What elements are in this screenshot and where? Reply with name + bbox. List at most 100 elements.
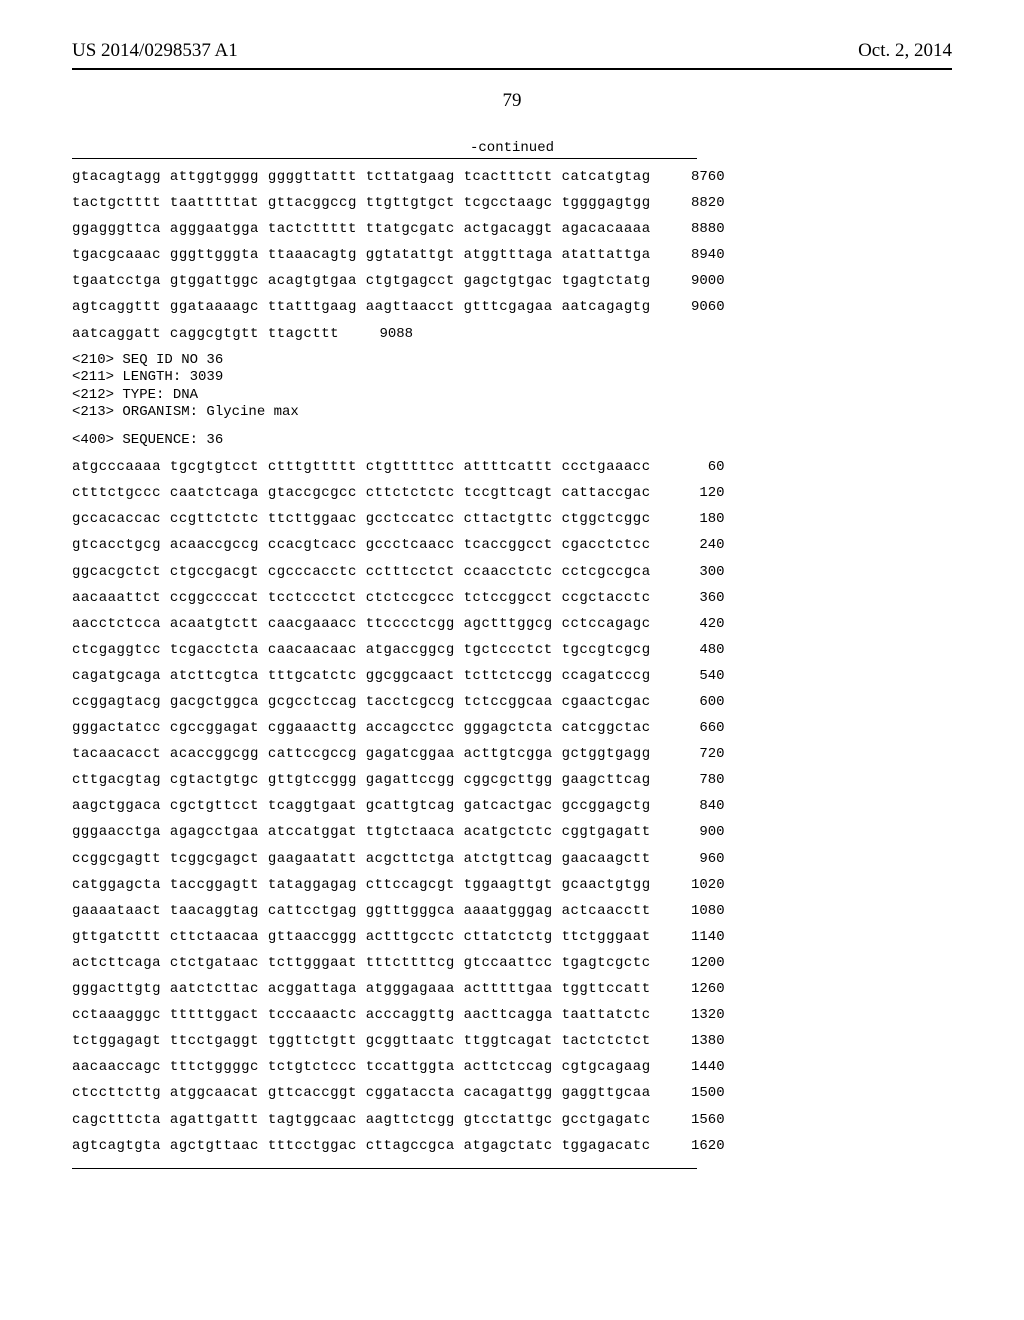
sequence-position: 1260 xyxy=(665,981,725,997)
sequence-position: 1200 xyxy=(665,955,725,971)
sequence-line: gtacagtagg attggtgggg ggggttattt tcttatg… xyxy=(72,169,952,185)
sequence-position: 1440 xyxy=(665,1059,725,1075)
sequence-line: gggacttgtg aatctcttac acggattaga atgggag… xyxy=(72,981,952,997)
sequence-text: aagctggaca cgctgttcct tcaggtgaat gcattgt… xyxy=(72,798,651,814)
seq-rule xyxy=(72,158,697,159)
sequence-line: cagatgcaga atcttcgtca tttgcatctc ggcggca… xyxy=(72,668,952,684)
continued-label: -continued xyxy=(72,140,952,156)
sequence-line: gggactatcc cgccggagat cggaaacttg accagcc… xyxy=(72,720,952,736)
sequence-text: agtcagtgta agctgttaac tttcctggac cttagcc… xyxy=(72,1138,651,1154)
sequence-line: aacctctcca acaatgtctt caacgaaacc ttcccct… xyxy=(72,616,952,632)
sequence-position: 1560 xyxy=(665,1112,725,1128)
sequence-line: ctccttcttg atggcaacat gttcaccggt cggatac… xyxy=(72,1085,952,1101)
sequence-position: 600 xyxy=(665,694,725,710)
sequence-line: tgaatcctga gtggattggc acagtgtgaa ctgtgag… xyxy=(72,273,952,289)
header-right: Oct. 2, 2014 xyxy=(858,40,952,62)
sequence-position: 60 xyxy=(665,459,725,475)
sequence-position: 900 xyxy=(665,824,725,840)
sequence-line: aagctggaca cgctgttcct tcaggtgaat gcattgt… xyxy=(72,798,952,814)
sequence-text: gttgatcttt cttctaacaa gttaaccggg actttgc… xyxy=(72,929,651,945)
sequence-text: tctggagagt ttcctgaggt tggttctgtt gcggtta… xyxy=(72,1033,651,1049)
sequence-position: 120 xyxy=(665,485,725,501)
page-number: 79 xyxy=(72,90,952,112)
sequence-position: 960 xyxy=(665,851,725,867)
sequence-position: 240 xyxy=(665,537,725,553)
sequence-position: 840 xyxy=(665,798,725,814)
sequence-line: ctcgaggtcc tcgacctcta caacaacaac atgaccg… xyxy=(72,642,952,658)
sequence-text: aatcaggatt caggcgtgtt ttagcttt xyxy=(72,326,339,342)
sequence-text: cagctttcta agattgattt tagtggcaac aagttct… xyxy=(72,1112,651,1128)
sequence-block-2: atgcccaaaa tgcgtgtcct ctttgttttt ctgtttt… xyxy=(72,459,952,1154)
sequence-position: 9000 xyxy=(665,273,725,289)
sequence-position: 1140 xyxy=(665,929,725,945)
sequence-label: <400> SEQUENCE: 36 xyxy=(72,432,952,450)
sequence-line: gttgatcttt cttctaacaa gttaaccggg actttgc… xyxy=(72,929,952,945)
header-rule xyxy=(72,68,952,70)
sequence-text: ggagggttca agggaatgga tactcttttt ttatgcg… xyxy=(72,221,651,237)
sequence-text: aacctctcca acaatgtctt caacgaaacc ttcccct… xyxy=(72,616,651,632)
sequence-position: 8820 xyxy=(665,195,725,211)
sequence-text: aacaaccagc tttctggggc tctgtctccc tccattg… xyxy=(72,1059,651,1075)
sequence-line: gggaacctga agagcctgaa atccatggat ttgtcta… xyxy=(72,824,952,840)
sequence-position: 300 xyxy=(665,564,725,580)
sequence-text: catggagcta taccggagtt tataggagag cttccag… xyxy=(72,877,651,893)
sequence-text: gggactatcc cgccggagat cggaaacttg accagcc… xyxy=(72,720,651,736)
sequence-line: tactgctttt taatttttat gttacggccg ttgttgt… xyxy=(72,195,952,211)
sequence-line: tgacgcaaac gggttgggta ttaaacagtg ggtatat… xyxy=(72,247,952,263)
sequence-line: cctaaagggc tttttggact tcccaaactc acccagg… xyxy=(72,1007,952,1023)
sequence-block-1: gtacagtagg attggtgggg ggggttattt tcttatg… xyxy=(72,169,952,342)
sequence-text: ccggcgagtt tcggcgagct gaagaatatt acgcttc… xyxy=(72,851,651,867)
sequence-line: tacaacacct acaccggcgg cattccgccg gagatcg… xyxy=(72,746,952,762)
sequence-position: 720 xyxy=(665,746,725,762)
sequence-line: aatcaggatt caggcgtgtt ttagcttt 9088 xyxy=(72,326,952,342)
sequence-text: tacaacacct acaccggcgg cattccgccg gagatcg… xyxy=(72,746,651,762)
sequence-text: gtcacctgcg acaaccgccg ccacgtcacc gccctca… xyxy=(72,537,651,553)
sequence-text: gggaacctga agagcctgaa atccatggat ttgtcta… xyxy=(72,824,651,840)
sequence-text: gggacttgtg aatctcttac acggattaga atgggag… xyxy=(72,981,651,997)
sequence-position: 780 xyxy=(665,772,725,788)
sequence-position: 420 xyxy=(665,616,725,632)
sequence-line: ccggcgagtt tcggcgagct gaagaatatt acgcttc… xyxy=(72,851,952,867)
sequence-position: 480 xyxy=(665,642,725,658)
seq-rule-bottom xyxy=(72,1168,697,1169)
sequence-text: atgcccaaaa tgcgtgtcct ctttgttttt ctgtttt… xyxy=(72,459,651,475)
sequence-text: cagatgcaga atcttcgtca tttgcatctc ggcggca… xyxy=(72,668,651,684)
sequence-position: 540 xyxy=(665,668,725,684)
sequence-text: ctccttcttg atggcaacat gttcaccggt cggatac… xyxy=(72,1085,651,1101)
sequence-text: tactgctttt taatttttat gttacggccg ttgttgt… xyxy=(72,195,651,211)
sequence-line: aacaaattct ccggccccat tcctccctct ctctccg… xyxy=(72,590,952,606)
sequence-position: 360 xyxy=(665,590,725,606)
meta-block: <210> SEQ ID NO 36 <211> LENGTH: 3039 <2… xyxy=(72,352,952,422)
sequence-text: ggcacgctct ctgccgacgt cgcccacctc cctttcc… xyxy=(72,564,651,580)
sequence-position: 8760 xyxy=(665,169,725,185)
sequence-position: 180 xyxy=(665,511,725,527)
sequence-line: cagctttcta agattgattt tagtggcaac aagttct… xyxy=(72,1112,952,1128)
sequence-text: ctcgaggtcc tcgacctcta caacaacaac atgaccg… xyxy=(72,642,651,658)
sequence-line: gtcacctgcg acaaccgccg ccacgtcacc gccctca… xyxy=(72,537,952,553)
sequence-text: tgaatcctga gtggattggc acagtgtgaa ctgtgag… xyxy=(72,273,651,289)
sequence-line: ggagggttca agggaatgga tactcttttt ttatgcg… xyxy=(72,221,952,237)
sequence-line: ggcacgctct ctgccgacgt cgcccacctc cctttcc… xyxy=(72,564,952,580)
sequence-line: agtcagtgta agctgttaac tttcctggac cttagcc… xyxy=(72,1138,952,1154)
sequence-position: 9088 xyxy=(353,326,413,342)
sequence-text: cctaaagggc tttttggact tcccaaactc acccagg… xyxy=(72,1007,651,1023)
sequence-position: 1500 xyxy=(665,1085,725,1101)
sequence-position: 1620 xyxy=(665,1138,725,1154)
sequence-position: 9060 xyxy=(665,299,725,315)
sequence-line: gccacaccac ccgttctctc ttcttggaac gcctcca… xyxy=(72,511,952,527)
sequence-line: aacaaccagc tttctggggc tctgtctccc tccattg… xyxy=(72,1059,952,1075)
sequence-line: actcttcaga ctctgataac tcttgggaat tttcttt… xyxy=(72,955,952,971)
sequence-line: ccggagtacg gacgctggca gcgcctccag tacctcg… xyxy=(72,694,952,710)
sequence-text: tgacgcaaac gggttgggta ttaaacagtg ggtatat… xyxy=(72,247,651,263)
sequence-line: gaaaataact taacaggtag cattcctgag ggtttgg… xyxy=(72,903,952,919)
sequence-text: gaaaataact taacaggtag cattcctgag ggtttgg… xyxy=(72,903,651,919)
sequence-text: actcttcaga ctctgataac tcttgggaat tttcttt… xyxy=(72,955,651,971)
sequence-position: 8880 xyxy=(665,221,725,237)
sequence-line: cttgacgtag cgtactgtgc gttgtccggg gagattc… xyxy=(72,772,952,788)
sequence-line: catggagcta taccggagtt tataggagag cttccag… xyxy=(72,877,952,893)
sequence-text: agtcaggttt ggataaaagc ttatttgaag aagttaa… xyxy=(72,299,651,315)
sequence-text: ctttctgccc caatctcaga gtaccgcgcc cttctct… xyxy=(72,485,651,501)
header-left: US 2014/0298537 A1 xyxy=(72,40,238,62)
sequence-text: gtacagtagg attggtgggg ggggttattt tcttatg… xyxy=(72,169,651,185)
sequence-position: 1380 xyxy=(665,1033,725,1049)
